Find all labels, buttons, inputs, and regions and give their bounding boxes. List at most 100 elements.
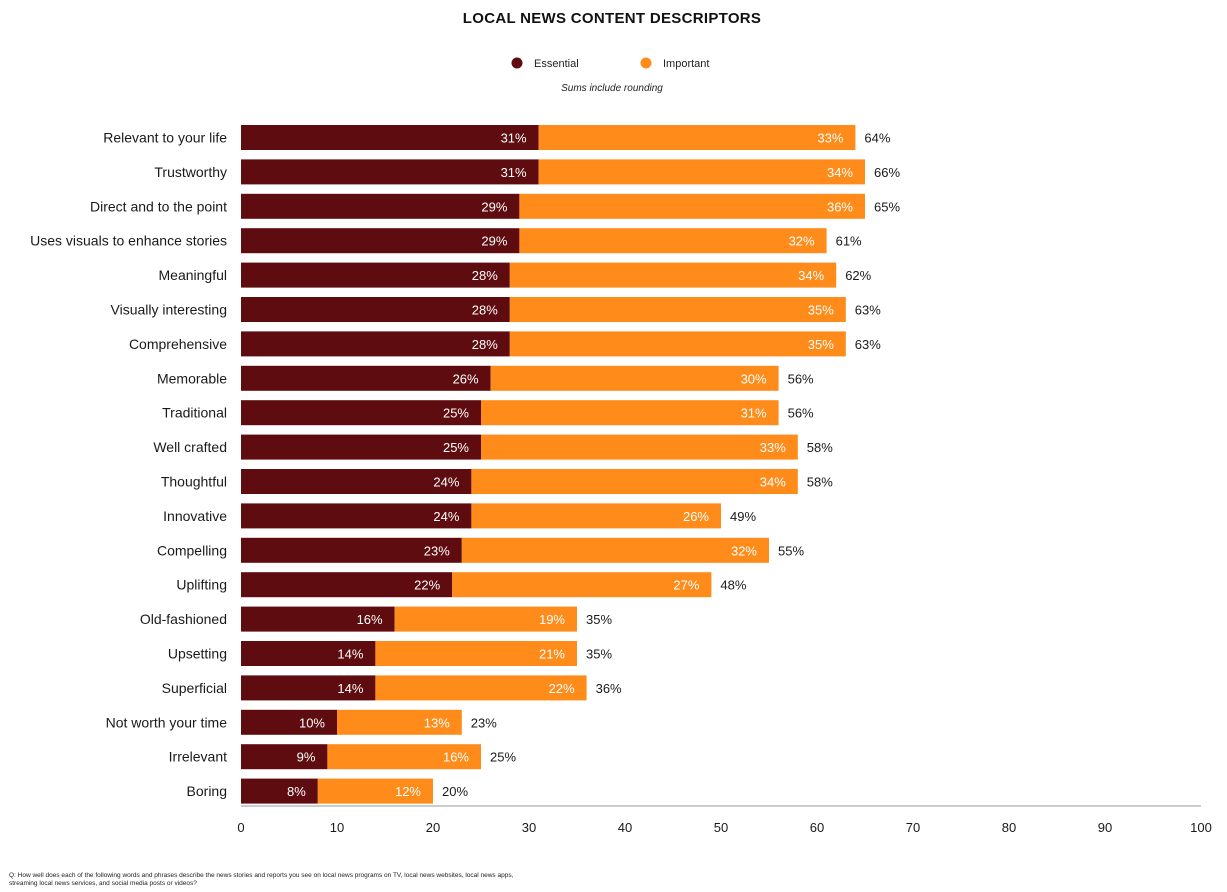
total-value-label: 56% — [788, 406, 814, 421]
bar-segment-essential — [241, 193, 520, 219]
segment-value-label: 35% — [808, 303, 834, 318]
category-label: Uplifting — [176, 577, 227, 593]
bar-row: Upsetting 14% 21% 35% — [168, 641, 612, 666]
segment-value-label: 25% — [443, 440, 469, 455]
segment-value-label: 33% — [817, 131, 843, 146]
category-label: Comprehensive — [129, 336, 227, 352]
segment-value-label: 16% — [443, 750, 469, 765]
segment-value-label: 34% — [827, 165, 853, 180]
bar-segment-essential — [241, 606, 395, 632]
bar-segment-essential — [241, 537, 462, 563]
bar-segment-important — [481, 434, 798, 460]
segment-value-label: 22% — [414, 578, 440, 593]
segment-value-label: 35% — [808, 337, 834, 352]
bar-segment-important — [337, 709, 462, 735]
stacked-bar-chart: LOCAL NEWS CONTENT DESCRIPTORS Essential… — [30, 10, 1212, 835]
segment-value-label: 25% — [443, 406, 469, 421]
bar-segment-essential — [241, 641, 376, 666]
bar-row: Innovative 24% 26% 49% — [163, 503, 756, 529]
category-label: Visually interesting — [111, 302, 227, 318]
total-value-label: 62% — [845, 268, 871, 283]
chart-title: LOCAL NEWS CONTENT DESCRIPTORS — [463, 10, 761, 27]
bar-row: Trustworthy 31% 34% 66% — [154, 159, 900, 185]
bar-segment-important — [394, 606, 577, 632]
bar-segment-important — [452, 572, 712, 598]
segment-value-label: 28% — [472, 303, 498, 318]
chart-note: Sums include rounding — [561, 83, 663, 94]
x-tick-label: 80 — [1002, 820, 1016, 835]
total-value-label: 49% — [730, 509, 756, 524]
total-value-label: 23% — [471, 715, 497, 730]
category-label: Compelling — [157, 542, 227, 558]
segment-value-label: 28% — [472, 268, 498, 283]
bar-row: Superficial 14% 22% 36% — [162, 675, 622, 701]
category-label: Well crafted — [153, 439, 227, 455]
x-tick-label: 40 — [618, 820, 632, 835]
segment-value-label: 26% — [453, 371, 479, 386]
bar-segment-essential — [241, 125, 539, 150]
bar-segment-important — [317, 778, 433, 804]
segment-value-label: 34% — [760, 475, 786, 490]
segment-value-label: 28% — [472, 337, 498, 352]
legend-label-essential: Essential — [534, 58, 579, 70]
category-label: Superficial — [162, 680, 227, 696]
bar-segment-essential — [241, 503, 472, 529]
bar-segment-essential — [241, 778, 318, 804]
bar-segment-important — [509, 331, 846, 357]
segment-value-label: 24% — [433, 475, 459, 490]
bar-row: Memorable 26% 30% 56% — [157, 365, 814, 391]
bar-segment-important — [375, 675, 587, 701]
total-value-label: 55% — [778, 543, 804, 558]
segment-value-label: 21% — [539, 647, 565, 662]
bar-segment-essential — [241, 572, 453, 598]
total-value-label: 63% — [855, 303, 881, 318]
total-value-label: 63% — [855, 337, 881, 352]
segment-value-label: 16% — [357, 612, 383, 627]
total-value-label: 25% — [490, 750, 516, 765]
bar-segment-essential — [241, 709, 337, 735]
bar-row: Comprehensive 28% 35% 63% — [129, 331, 881, 357]
segment-value-label: 32% — [789, 234, 815, 249]
segment-value-label: 36% — [827, 199, 853, 214]
total-value-label: 36% — [596, 681, 622, 696]
footnote: Q: How well does each of the following w… — [9, 872, 514, 887]
segment-value-label: 23% — [424, 543, 450, 558]
segment-value-label: 29% — [481, 234, 507, 249]
segment-value-label: 14% — [337, 681, 363, 696]
category-label: Meaningful — [159, 267, 228, 283]
bar-segment-essential — [241, 675, 376, 701]
category-label: Trustworthy — [154, 164, 227, 180]
category-label: Boring — [187, 783, 227, 799]
category-label: Irrelevant — [169, 749, 227, 765]
total-value-label: 65% — [874, 199, 900, 214]
segment-value-label: 8% — [287, 784, 306, 799]
total-value-label: 56% — [788, 371, 814, 386]
bar-segment-important — [490, 365, 779, 391]
category-label: Thoughtful — [161, 474, 227, 490]
bar-row: Meaningful 28% 34% 62% — [159, 262, 872, 288]
segment-value-label: 10% — [299, 715, 325, 730]
bar-segment-important — [471, 503, 721, 529]
legend-swatch-important — [640, 57, 652, 69]
segment-value-label: 9% — [297, 750, 316, 765]
bar-segment-essential — [241, 159, 539, 185]
bar-row: Boring 8% 12% 20% — [187, 778, 468, 804]
legend: Essential Important — [511, 57, 709, 70]
category-label: Old-fashioned — [140, 611, 227, 627]
bar-segment-important — [327, 744, 481, 770]
category-label: Upsetting — [168, 646, 227, 662]
segment-value-label: 12% — [395, 784, 421, 799]
bar-row: Well crafted 25% 33% 58% — [153, 434, 833, 460]
x-tick-label: 50 — [714, 820, 728, 835]
bar-segment-important — [509, 297, 846, 322]
bar-segment-important — [519, 228, 827, 254]
bar-segment-essential — [241, 262, 510, 288]
segment-value-label: 27% — [673, 578, 699, 593]
bar-row: Relevant to your life 31% 33% 64% — [103, 125, 891, 150]
total-value-label: 66% — [874, 165, 900, 180]
total-value-label: 58% — [807, 440, 833, 455]
segment-value-label: 13% — [424, 715, 450, 730]
bar-row: Direct and to the point 29% 36% 65% — [90, 193, 900, 219]
legend-label-important: Important — [663, 58, 709, 70]
bar-segment-essential — [241, 469, 472, 494]
